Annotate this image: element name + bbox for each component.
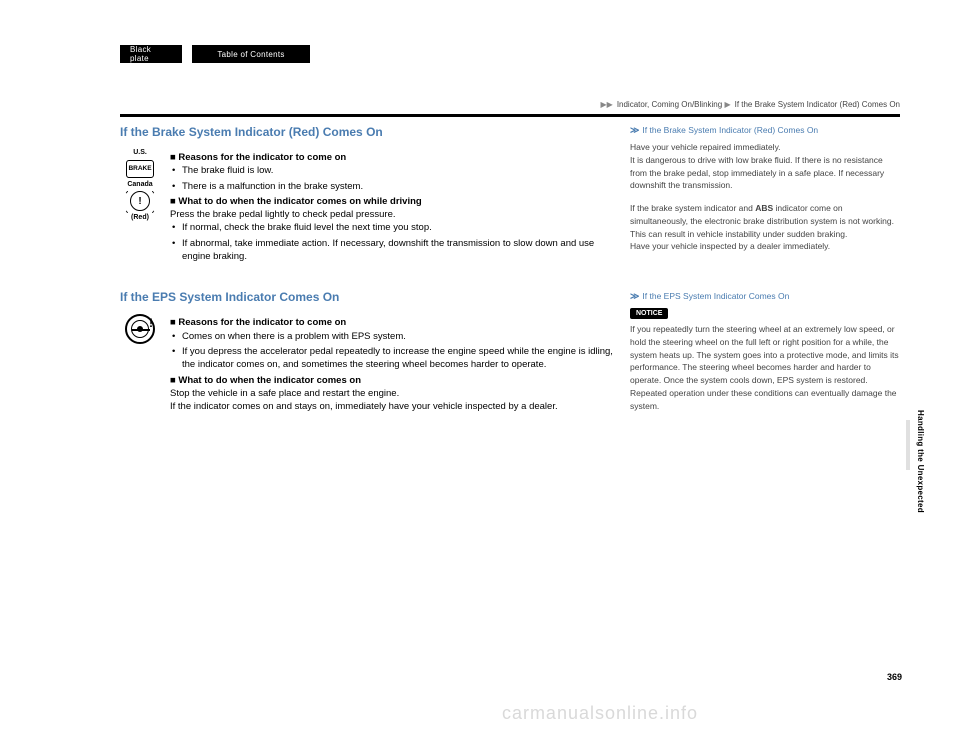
eps-reason-item: Comes on when there is a problem with EP… [170, 330, 615, 343]
top-tabs: Black plate Table of Contents [120, 45, 310, 63]
eps-action-text: If the indicator comes on and stays on, … [170, 400, 615, 413]
side-column: ≫If the Brake System Indicator (Red) Com… [630, 125, 900, 438]
action-intro: Press the brake pedal lightly to check p… [170, 208, 615, 221]
section-title-eps: If the EPS System Indicator Comes On [120, 290, 615, 304]
tab-black-plate: Black plate [120, 45, 182, 63]
breadcrumb-2: If the Brake System Indicator (Red) Come… [735, 100, 900, 109]
side-tab-marker [906, 420, 910, 470]
divider [120, 114, 900, 117]
exclamation-icon: ! [149, 316, 153, 330]
steering-wheel-icon [131, 320, 149, 338]
section-eps: ! ■ Reasons for the indicator to come on… [120, 314, 615, 413]
section-brake: U.S. BRAKE Canada ! (Red) ■ Reasons for … [120, 149, 615, 265]
breadcrumb: ▶▶ Indicator, Coming On/Blinking ▶ If the … [601, 100, 901, 109]
brake-icon-canada: ! [130, 191, 150, 211]
side-line: Have your vehicle inspected by a dealer … [630, 241, 830, 251]
content: If the Brake System Indicator (Red) Come… [120, 125, 900, 438]
red-label: (Red) [131, 214, 149, 222]
side-arrow-icon: ≫ [630, 291, 639, 301]
reasons-head: ■ Reasons for the indicator to come on [170, 151, 615, 164]
side-body-eps: If you repeatedly turn the steering whee… [630, 323, 900, 412]
eps-reason-list: Comes on when there is a problem with EP… [170, 330, 615, 372]
abs-bold: ABS [755, 203, 773, 213]
eps-action-text: Stop the vehicle in a safe place and res… [170, 387, 615, 400]
notice-badge: NOTICE [630, 308, 668, 319]
eps-steering-icon: ! [125, 314, 155, 344]
action-item: If normal, check the brake fluid level t… [170, 221, 615, 234]
eps-reasons-head: ■ Reasons for the indicator to come on [170, 316, 615, 329]
page: Black plate Table of Contents ▶▶ Indicato… [0, 0, 960, 742]
reason-item: There is a malfunction in the brake syst… [170, 180, 615, 193]
side-arrow-icon: ≫ [630, 125, 639, 135]
section-title-brake: If the Brake System Indicator (Red) Come… [120, 125, 615, 139]
side-heading-text: If the EPS System Indicator Comes On [642, 291, 789, 301]
reason-list: The brake fluid is low. There is a malfu… [170, 164, 615, 193]
brake-circle-icon: ! [130, 191, 150, 211]
action-list: If normal, check the brake fluid level t… [170, 221, 615, 263]
eps-reason-item: If you depress the accelerator pedal rep… [170, 345, 615, 372]
side-line: Have your vehicle repaired immediately. [630, 142, 781, 152]
action-head: ■ What to do when the indicator comes on… [170, 195, 615, 208]
side-line: If the brake system indicator and [630, 203, 755, 213]
action-item: If abnormal, take immediate action. If n… [170, 237, 615, 264]
brake-body: ■ Reasons for the indicator to come on T… [170, 149, 615, 265]
side-line: If you repeatedly turn the steering whee… [630, 324, 899, 411]
breadcrumb-arrow-icon: ▶▶ [601, 100, 613, 109]
us-label: U.S. [133, 149, 147, 157]
side-heading-brake: ≫If the Brake System Indicator (Red) Com… [630, 125, 900, 136]
breadcrumb-arrow-icon: ▶ [724, 100, 730, 109]
reason-item: The brake fluid is low. [170, 164, 615, 177]
tab-table-of-contents[interactable]: Table of Contents [192, 45, 310, 63]
eps-body: ■ Reasons for the indicator to come on C… [170, 314, 615, 413]
watermark: carmanualsonline.info [120, 703, 960, 724]
canada-label: Canada [127, 181, 152, 189]
brake-icons: U.S. BRAKE Canada ! (Red) [120, 149, 160, 265]
side-line: It is dangerous to drive with low brake … [630, 155, 884, 191]
eps-action-head: ■ What to do when the indicator comes on [170, 374, 615, 387]
brake-icon-us: BRAKE [126, 160, 154, 178]
side-heading-text: If the Brake System Indicator (Red) Come… [642, 125, 818, 135]
section-side-label: Handling the Unexpected [916, 410, 925, 513]
breadcrumb-1: Indicator, Coming On/Blinking [617, 100, 722, 109]
main-column: If the Brake System Indicator (Red) Come… [120, 125, 615, 438]
page-number: 369 [887, 672, 902, 682]
side-body-brake: Have your vehicle repaired immediately. … [630, 141, 900, 253]
side-heading-eps: ≫If the EPS System Indicator Comes On [630, 291, 900, 302]
eps-icon-stack: ! [120, 314, 160, 413]
